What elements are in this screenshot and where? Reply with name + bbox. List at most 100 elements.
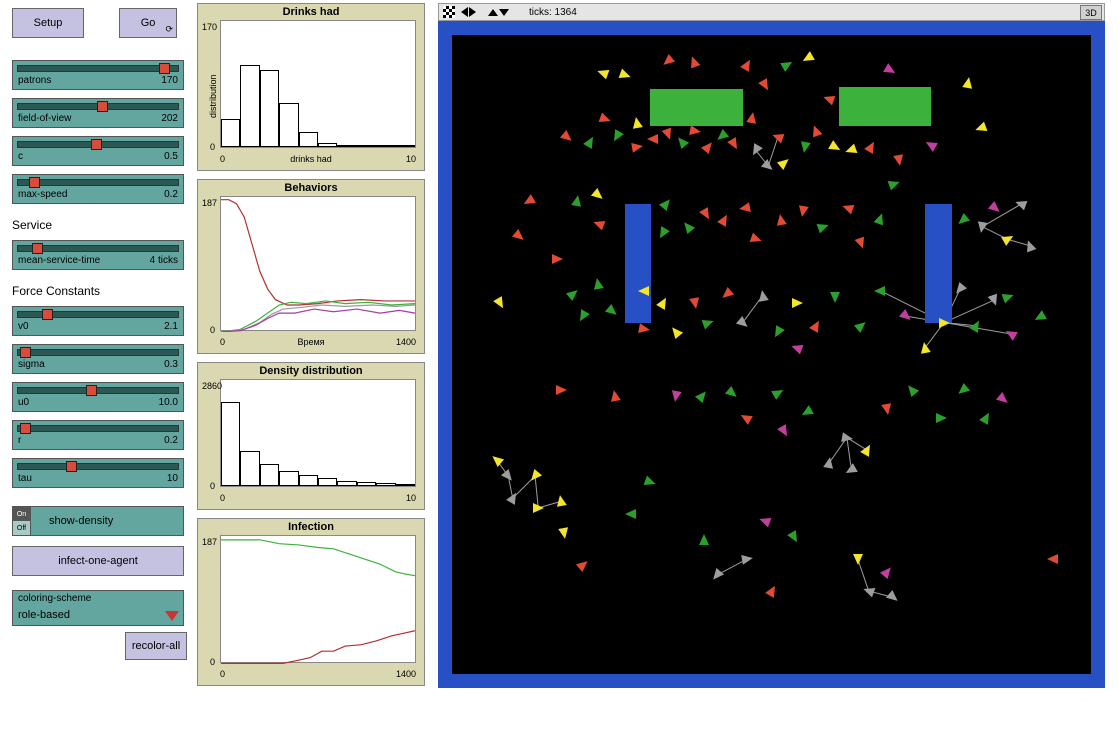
agent <box>527 469 542 484</box>
switch-rocker[interactable]: On Off <box>13 507 31 535</box>
coloring-scheme-chooser[interactable]: coloring-scheme role-based <box>12 590 184 626</box>
slider-c[interactable]: c0.5 <box>12 136 184 166</box>
agent <box>974 121 988 134</box>
setup-button[interactable]: Setup <box>12 8 84 38</box>
agent <box>771 325 785 340</box>
agent <box>962 76 974 89</box>
slider-field-of-view[interactable]: field-of-view 202 <box>12 98 184 128</box>
slider-patrons[interactable]: patrons170 <box>12 60 184 90</box>
agent <box>609 389 621 402</box>
agent <box>809 123 822 137</box>
slider-thumb[interactable] <box>159 63 170 74</box>
agent <box>747 111 759 124</box>
agent <box>1032 311 1047 325</box>
x-max: 1400 <box>396 669 416 679</box>
slider-thumb[interactable] <box>86 385 97 396</box>
agent <box>829 140 844 154</box>
chart-bar <box>318 478 337 486</box>
recolor-button[interactable]: recolor-all <box>125 632 187 660</box>
slider-thumb[interactable] <box>29 177 40 188</box>
agent <box>717 213 731 228</box>
agent <box>987 294 1000 308</box>
agent <box>644 476 658 489</box>
update-icon[interactable] <box>443 6 455 18</box>
agent <box>695 388 710 403</box>
y-label: distribution <box>208 74 218 118</box>
slider-mean-service-time[interactable]: mean-service-time4 ticks <box>12 240 184 270</box>
chart-bar <box>260 70 279 147</box>
slider-track <box>17 65 179 72</box>
agent <box>506 491 520 506</box>
slider-thumb[interactable] <box>66 461 77 472</box>
chart-bar <box>337 145 356 147</box>
agent <box>689 298 701 311</box>
go-button[interactable]: Go ⟳ <box>119 8 177 38</box>
agent <box>740 57 754 72</box>
chart-bar <box>376 483 395 486</box>
three-d-button[interactable]: 3D <box>1080 5 1102 20</box>
chart-body <box>220 535 416 663</box>
agent <box>894 154 906 167</box>
agent <box>886 590 901 605</box>
slider-label: field-of-view <box>18 113 71 124</box>
chart-bar <box>357 145 376 147</box>
agent <box>899 309 914 324</box>
slider-thumb[interactable] <box>20 423 31 434</box>
slider-u0[interactable]: u010.0 <box>12 382 184 412</box>
slider-thumb[interactable] <box>20 347 31 358</box>
agent <box>656 296 670 311</box>
slider-value: 0.2 <box>164 189 178 200</box>
slider-value: 10 <box>167 473 178 484</box>
slider-tau[interactable]: tau10 <box>12 458 184 488</box>
agent <box>552 254 563 264</box>
force-heading: Force Constants <box>12 284 187 298</box>
slider-sigma[interactable]: sigma0.3 <box>12 344 184 374</box>
slower-icon[interactable] <box>461 7 468 17</box>
agent <box>605 304 620 319</box>
slider-thumb[interactable] <box>32 243 43 254</box>
chart-bar <box>221 402 240 486</box>
slider-label: mean-service-time <box>18 255 100 266</box>
agent <box>775 214 787 227</box>
chart-bar <box>318 143 337 147</box>
agent <box>674 135 689 150</box>
chart-bar <box>376 145 395 147</box>
agent <box>533 503 544 513</box>
slider-thumb[interactable] <box>91 139 102 150</box>
slider-thumb[interactable] <box>97 101 108 112</box>
slider-r[interactable]: r0.2 <box>12 420 184 450</box>
switch-off: Off <box>13 521 30 535</box>
agent <box>904 382 919 397</box>
infect-button[interactable]: infect-one-agent <box>12 546 184 576</box>
slider-v0[interactable]: v02.1 <box>12 306 184 336</box>
agent <box>888 177 902 190</box>
slider-value: 2.1 <box>164 321 178 332</box>
view-control-strip: ticks: 1364 3D <box>438 3 1105 21</box>
agent <box>758 78 772 93</box>
agent <box>844 463 859 477</box>
switch-on: On <box>13 507 30 521</box>
slider-thumb[interactable] <box>42 309 53 320</box>
speed-down-icon[interactable] <box>499 9 509 16</box>
slider-max-speed[interactable]: max-speed0.2 <box>12 174 184 204</box>
speed-up-icon[interactable] <box>488 9 498 16</box>
agent <box>854 318 869 333</box>
agent <box>879 564 894 579</box>
chevron-down-icon <box>165 611 179 621</box>
agent <box>670 390 682 403</box>
chart-title: Infection <box>198 519 424 535</box>
chart-bar <box>221 119 240 147</box>
show-density-switch[interactable]: On Off show-density <box>12 506 184 536</box>
agent <box>719 287 734 302</box>
agent <box>668 324 683 339</box>
agent <box>701 316 715 329</box>
agent <box>1003 327 1018 341</box>
agent <box>1001 232 1016 246</box>
world-view[interactable] <box>438 21 1105 688</box>
agent <box>660 54 675 69</box>
faster-icon[interactable] <box>469 7 476 17</box>
agent <box>638 286 649 296</box>
slider-track <box>17 425 179 432</box>
slider-value: 202 <box>161 113 178 124</box>
agent <box>647 134 658 144</box>
